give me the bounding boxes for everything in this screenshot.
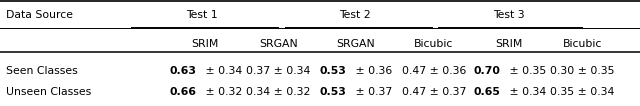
Text: 0.30 ± 0.35: 0.30 ± 0.35 <box>550 66 614 76</box>
Text: 0.65: 0.65 <box>474 87 500 97</box>
Text: Unseen Classes: Unseen Classes <box>6 87 92 97</box>
Text: SRGAN: SRGAN <box>259 39 298 49</box>
Text: ± 0.34: ± 0.34 <box>202 66 242 76</box>
Text: ± 0.35: ± 0.35 <box>506 66 546 76</box>
Text: Test 2: Test 2 <box>339 10 371 20</box>
Text: 0.35 ± 0.34: 0.35 ± 0.34 <box>550 87 614 97</box>
Text: SRIM: SRIM <box>495 39 522 49</box>
Text: Data Source: Data Source <box>6 10 74 20</box>
Text: ± 0.36: ± 0.36 <box>352 66 392 76</box>
Text: Bicubic: Bicubic <box>563 39 602 49</box>
Text: 0.47 ± 0.37: 0.47 ± 0.37 <box>402 87 466 97</box>
Text: 0.63: 0.63 <box>170 66 196 76</box>
Text: Bicubic: Bicubic <box>414 39 454 49</box>
Text: ± 0.34: ± 0.34 <box>506 87 546 97</box>
Text: ± 0.37: ± 0.37 <box>352 87 392 97</box>
Text: 0.66: 0.66 <box>170 87 196 97</box>
Text: 0.70: 0.70 <box>474 66 500 76</box>
Text: ± 0.32: ± 0.32 <box>202 87 242 97</box>
Text: 0.53: 0.53 <box>320 66 347 76</box>
Text: Test 3: Test 3 <box>493 10 525 20</box>
Text: SRIM: SRIM <box>191 39 218 49</box>
Text: SRGAN: SRGAN <box>336 39 374 49</box>
Text: 0.37 ± 0.34: 0.37 ± 0.34 <box>246 66 310 76</box>
Text: 0.34 ± 0.32: 0.34 ± 0.32 <box>246 87 310 97</box>
Text: Seen Classes: Seen Classes <box>6 66 78 76</box>
Text: 0.47 ± 0.36: 0.47 ± 0.36 <box>402 66 466 76</box>
Text: 0.53: 0.53 <box>320 87 347 97</box>
Text: Test 1: Test 1 <box>186 10 218 20</box>
